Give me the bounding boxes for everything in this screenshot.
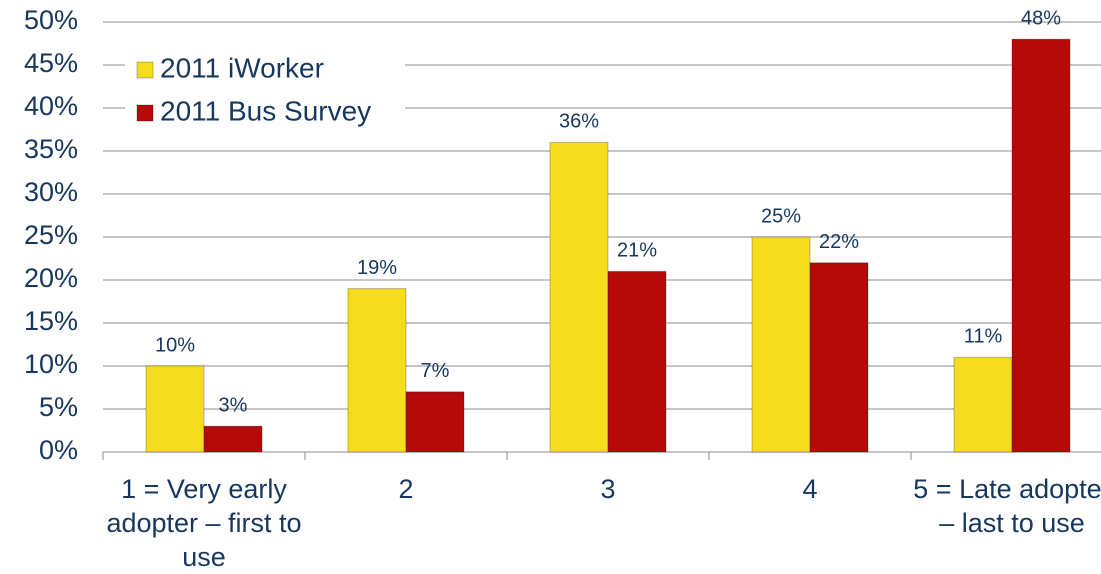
bar bbox=[751, 236, 811, 453]
x-tick-label: 2 bbox=[398, 474, 414, 504]
y-tick-label: 15% bbox=[24, 306, 78, 336]
data-label: 19% bbox=[357, 257, 397, 279]
legend-label: 2011 iWorker bbox=[160, 52, 324, 83]
bar bbox=[405, 391, 465, 453]
y-tick-label: 30% bbox=[24, 177, 78, 207]
x-tick-label: 4 bbox=[802, 474, 818, 504]
legend-swatch bbox=[136, 104, 154, 122]
bar bbox=[203, 425, 263, 453]
x-tick-label: 1 = Very early adopter – first to use bbox=[106, 474, 302, 572]
y-tick-label: 5% bbox=[39, 392, 78, 422]
bar bbox=[1011, 38, 1071, 453]
legend-box bbox=[125, 46, 405, 136]
data-label: 36% bbox=[559, 111, 599, 133]
data-label: 25% bbox=[761, 205, 801, 227]
data-label: 3% bbox=[219, 394, 248, 416]
bar bbox=[953, 356, 1013, 453]
y-tick-label: 45% bbox=[24, 48, 78, 78]
bar bbox=[347, 288, 407, 453]
legend-swatch bbox=[136, 61, 154, 79]
data-label: 21% bbox=[617, 240, 657, 262]
bar bbox=[607, 270, 667, 453]
data-label: 7% bbox=[421, 360, 450, 382]
y-tick-label: 35% bbox=[24, 134, 78, 164]
bar bbox=[145, 365, 205, 453]
data-label: 10% bbox=[155, 334, 195, 356]
data-label: 48% bbox=[1021, 7, 1061, 29]
y-tick-label: 50% bbox=[24, 5, 78, 35]
y-tick-label: 25% bbox=[24, 220, 78, 250]
x-tick-label: 3 bbox=[600, 474, 616, 504]
x-tick-label: 5 = Late adopter – last to use bbox=[913, 474, 1101, 538]
bar bbox=[549, 141, 609, 453]
y-tick-label: 10% bbox=[24, 349, 78, 379]
y-tick-label: 40% bbox=[24, 91, 78, 121]
y-tick-label: 0% bbox=[39, 435, 78, 465]
data-label: 11% bbox=[964, 326, 1003, 348]
y-tick-label: 20% bbox=[24, 263, 78, 293]
data-label: 22% bbox=[819, 231, 859, 253]
bar bbox=[809, 262, 869, 453]
legend-label: 2011 Bus Survey bbox=[160, 95, 371, 126]
